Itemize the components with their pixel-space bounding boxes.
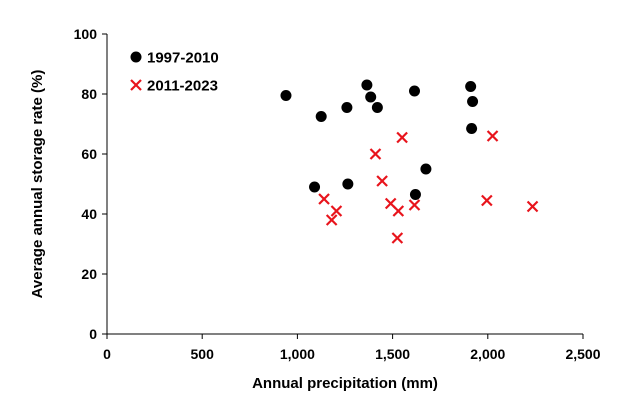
y-tick-label: 100: [74, 26, 98, 42]
x-tick-label: 2,000: [470, 346, 505, 362]
x-tick-label: 1,500: [375, 346, 410, 362]
y-tick-label: 80: [81, 86, 97, 102]
y-axis-ticks: 0 20 40 60 80 100: [74, 26, 107, 342]
data-point-1997-2010: [280, 90, 292, 101]
data-point-1997-2010: [409, 189, 421, 200]
y-tick-label: 40: [81, 206, 97, 222]
legend-label-2: 2011-2023: [147, 78, 218, 95]
y-tick-label: 20: [81, 266, 97, 282]
data-point-2011-2023: [369, 148, 382, 160]
data-point-2011-2023: [318, 193, 330, 205]
data-point-1997-2010: [309, 181, 321, 193]
x-tick-label: 500: [191, 346, 215, 362]
y-axis-label: Average annual storage rate (%): [29, 70, 46, 299]
data-point-1997-2010: [371, 102, 383, 113]
data-point-1997-2010: [467, 96, 479, 107]
x-tick-label: 2,500: [565, 346, 600, 362]
axes: [106, 34, 583, 335]
x-axis-ticks: 0 500 1,000 1,500 2,000 2,500: [103, 334, 601, 362]
data-point-2011-2023: [481, 194, 493, 207]
data-point-2011-2023: [391, 232, 404, 244]
data-point-2011-2023: [408, 199, 421, 211]
data-point-1997-2010: [365, 91, 377, 103]
data-point-2011-2023: [396, 131, 408, 144]
x-tick-label: 1,000: [280, 346, 315, 362]
legend: 1997-2010 2011-2023: [130, 50, 219, 95]
data-point-1997-2010: [342, 178, 354, 190]
data-point-2011-2023: [330, 205, 343, 217]
legend-marker-1: [130, 51, 142, 63]
data-point-1997-2010: [341, 102, 353, 113]
legend-label-1: 1997-2010: [147, 50, 219, 67]
y-tick-label: 0: [89, 326, 97, 342]
data-point-1997-2010: [420, 163, 432, 175]
data-point-1997-2010: [465, 81, 477, 92]
x-tick-label: 0: [103, 346, 111, 362]
data-point-2011-2023: [325, 214, 338, 226]
legend-marker-2: [130, 79, 142, 91]
data-point-1997-2010: [408, 85, 420, 97]
x-axis-label: Annual precipitation (mm): [252, 375, 438, 392]
y-tick-label: 60: [81, 146, 97, 162]
data-point-1997-2010: [315, 111, 327, 122]
data-point-2011-2023: [392, 205, 405, 217]
data-point-1997-2010: [361, 79, 373, 91]
data-point-2011-2023: [376, 175, 388, 187]
data-points: [280, 79, 539, 244]
data-point-2011-2023: [526, 200, 539, 213]
data-point-2011-2023: [486, 130, 499, 142]
data-point-1997-2010: [466, 123, 478, 134]
